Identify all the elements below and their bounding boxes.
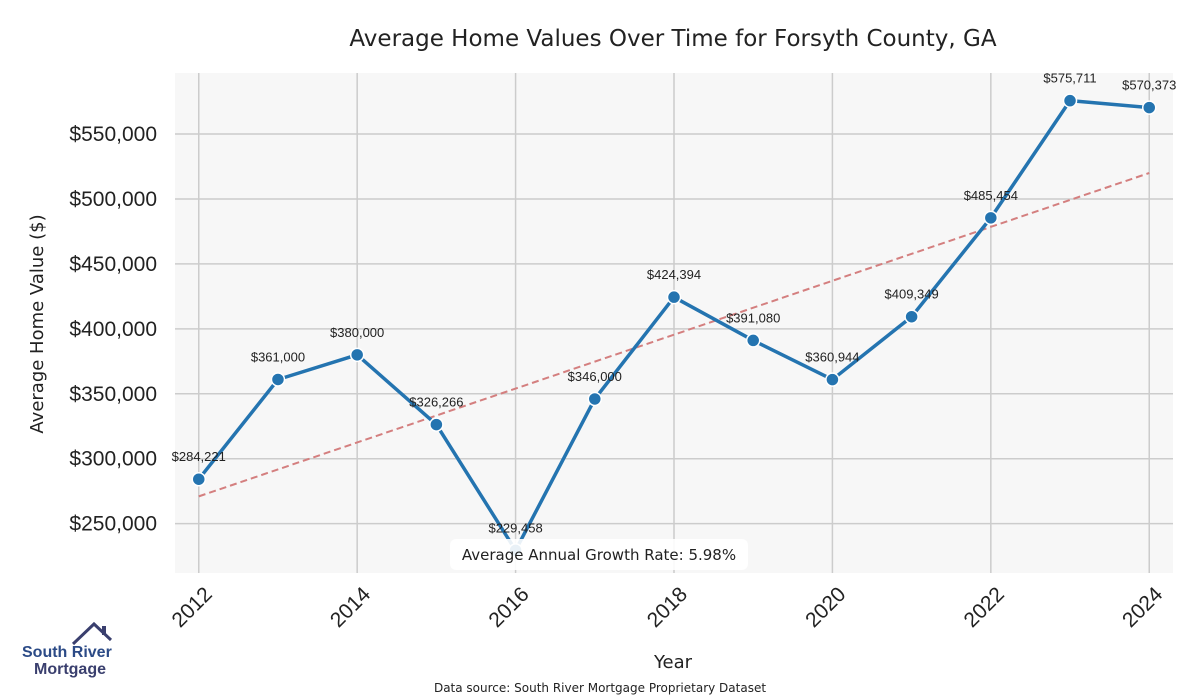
data-label: $391,080 [726,310,780,325]
data-point [745,333,761,348]
data-point [349,347,365,363]
x-tick-label: 2018 [643,583,692,632]
data-labels: $284,221 $361,000 $380,000 $326,266 $229,458… [172,71,1177,536]
house-icon [71,621,113,646]
logo-line-2: Mortgage [34,661,106,678]
data-point [825,372,840,387]
x-tick-label: 2020 [801,583,850,632]
trend-line [198,172,1150,498]
data-point [904,309,919,324]
data-label: $575,711 [1043,71,1096,86]
data-point [1141,100,1157,115]
x-tick-label: 2022 [960,583,1009,632]
y-tick-label: $250,000 [69,513,157,536]
data-label: $424,394 [647,267,701,282]
data-label: $346,000 [568,369,622,384]
y-tick-label: $350,000 [69,383,157,406]
x-tick-label: 2024 [1118,583,1168,633]
data-label: $326,266 [409,395,463,410]
y-tick-label: $300,000 [69,448,157,471]
y-axis-label: Average Home Value ($) [27,214,48,433]
trend-line-group [198,172,1150,498]
data-label: $361,000 [251,349,305,364]
data-label: $485,454 [964,188,1018,203]
data-point [1062,93,1078,108]
data-label: $360,944 [805,350,859,365]
data-point [666,289,682,305]
x-tick-label: 2014 [326,583,376,633]
grid-lines [175,73,1173,573]
data-label: $570,373 [1122,78,1176,93]
annotation-box [450,539,748,570]
y-axis-ticks: $250,000 $300,000 $350,000 $400,000 $450,000… [69,123,157,536]
data-label: $380,000 [330,325,384,340]
y-tick-label: $550,000 [69,123,157,146]
y-tick-label: $500,000 [69,188,157,211]
data-point [983,210,999,226]
data-point [270,372,286,387]
chart-title: Average Home Values Over Time for Forsyt… [349,26,996,52]
y-tick-label: $400,000 [69,318,157,341]
logo-line-1: South River [22,644,112,661]
data-label: $284,221 [172,449,226,464]
annotation-text: Average Annual Growth Rate: 5.98% [462,546,736,564]
data-source-note: Data source: South River Mortgage Propri… [433,681,767,695]
south-river-mortgage-logo: South River Mortgage [18,620,118,680]
x-axis-ticks: 2012 2014 2016 2018 2020 2022 2024 [168,583,1168,633]
data-point [587,391,603,407]
x-tick-label: 2012 [168,583,217,632]
y-tick-label: $450,000 [69,253,157,276]
data-label: $409,349 [885,287,939,302]
growth-annotation: Average Annual Growth Rate: 5.98% [450,539,748,570]
data-point [429,417,444,432]
x-axis-label: Year [653,652,693,673]
data-label: $229,458 [488,520,542,535]
series-group [191,93,1157,558]
data-point [191,471,207,487]
x-tick-label: 2016 [484,583,533,632]
